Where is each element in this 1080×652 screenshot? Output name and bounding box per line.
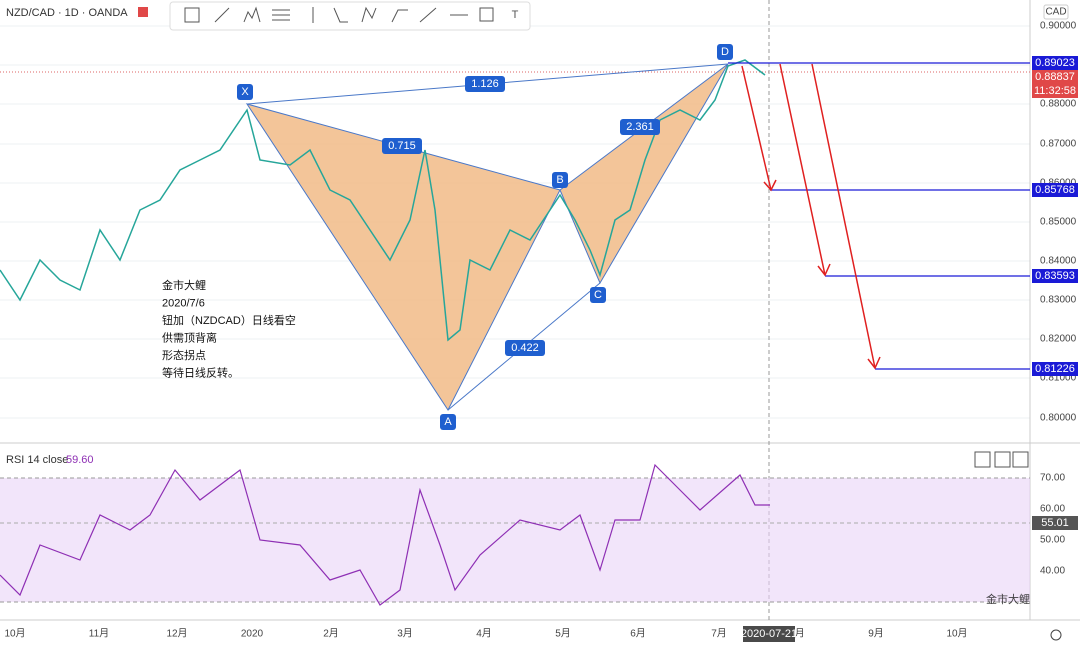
- time-label: 9月: [868, 628, 884, 640]
- arrows: [741, 63, 881, 370]
- pane-buttons[interactable]: [974, 451, 1029, 468]
- text-tool[interactable]: T: [512, 9, 519, 21]
- time-label: 6月: [630, 628, 646, 640]
- annotation-line: 钮加（NZDCAD）日线看空: [162, 313, 296, 327]
- rsi-label: 50.00: [1040, 535, 1065, 546]
- pattern-ratio-box: [465, 76, 505, 92]
- time-label: 2月: [323, 628, 339, 640]
- pattern-point-box: [237, 84, 253, 100]
- price-marker: 0.85768: [1035, 184, 1075, 196]
- time-label: 12月: [166, 628, 187, 640]
- pattern-point: D: [721, 46, 729, 58]
- time-cursor: 2020-07-21: [741, 628, 797, 640]
- rsi-label: 40.00: [1040, 566, 1065, 577]
- price-series: [0, 59, 766, 342]
- toolbar-icons[interactable]: [184, 6, 494, 23]
- time-label: 3月: [397, 628, 413, 640]
- pattern-ratio: 0.422: [511, 342, 539, 354]
- pattern-point: X: [241, 86, 249, 98]
- pattern-ratios: 1.126 0.715 0.422 2.361: [382, 76, 660, 356]
- time-cursor-box: [743, 626, 795, 642]
- symbol: NZD/CAD · 1D · OANDA: [6, 7, 128, 19]
- pattern-point-box: [590, 287, 606, 303]
- price-label: 0.80000: [1040, 413, 1077, 424]
- rsi-axis: 70.00 60.00 50.00 40.00 55.01: [1032, 473, 1078, 577]
- price-marker-box: [1032, 183, 1078, 197]
- pattern-ratio: 2.361: [626, 121, 654, 133]
- time-label: 10月: [946, 628, 967, 640]
- price-label: 0.85000: [1040, 217, 1077, 228]
- pattern-point: C: [594, 289, 602, 301]
- rsi-label: 60.00: [1040, 504, 1065, 515]
- annotation-line: 金市大鲤: [162, 278, 206, 292]
- currency-box: [1043, 4, 1069, 20]
- pattern-point: A: [444, 416, 452, 428]
- rsi-value: 59.60: [66, 454, 94, 466]
- time-label: 4月: [476, 628, 492, 640]
- rsi-series: [0, 463, 770, 606]
- price-marker: 11:32:58: [1034, 85, 1076, 97]
- pattern-ratio: 1.126: [471, 78, 499, 90]
- pattern-point-box: [440, 414, 456, 430]
- time-label: 5月: [555, 628, 571, 640]
- toolbar: [169, 1, 531, 31]
- pattern-ratio-box: [505, 340, 545, 356]
- price-marker: 0.88837: [1035, 71, 1075, 83]
- pattern-points: X A B C D: [237, 44, 733, 430]
- price-marker-box: [1032, 84, 1078, 98]
- price-marker-box: [1032, 56, 1078, 70]
- settings-icon[interactable]: [1050, 629, 1062, 641]
- annotation: 金市大鲤 2020/7/6 钮加（NZDCAD）日线看空供需顶背离形态拐点等待日线反…: [162, 278, 296, 380]
- price-label: 0.83000: [1040, 295, 1077, 306]
- pattern-point: B: [556, 174, 563, 186]
- price-markers: 0.89023 0.88837 11:32:58 0.85768 0.83593 0.81…: [1032, 56, 1078, 376]
- rsi-label: 70.00: [1040, 473, 1065, 484]
- pattern-point-box: [717, 44, 733, 60]
- target-lines: [728, 62, 1030, 370]
- time-axis: 10月 11月 12月 2020 2月 3月 4月 5月 6月 7月 8月 9月 10月2020-07-…: [4, 626, 968, 642]
- watermark: 金市大鲤: [986, 592, 1030, 606]
- pattern-ratio-box: [382, 138, 422, 154]
- time-label: 10月: [4, 628, 25, 640]
- annotation-line: 形态拐点: [162, 348, 206, 362]
- time-label: 2020: [241, 629, 264, 640]
- pattern-point-box: [552, 172, 568, 188]
- price-marker-box: [1032, 269, 1078, 283]
- price-label: 0.84000: [1040, 256, 1077, 267]
- rsi-marker-box: [1032, 516, 1078, 530]
- time-label: 7月: [711, 628, 727, 640]
- price-label: 0.87000: [1040, 139, 1077, 150]
- price-marker: 0.89023: [1035, 57, 1075, 69]
- flag[interactable]: [138, 7, 148, 17]
- price-label: 0.90000: [1040, 21, 1077, 32]
- currency: CAD: [1045, 7, 1066, 18]
- price-label: 0.82000: [1040, 334, 1077, 345]
- price-label: 0.81000: [1040, 373, 1077, 384]
- pattern-ratio: 0.715: [388, 140, 416, 152]
- rsi-band: [0, 478, 1030, 602]
- price-marker-box: [1032, 70, 1078, 84]
- price-marker: 0.83593: [1035, 270, 1075, 282]
- price-marker: 0.81226: [1035, 363, 1075, 375]
- price-label: 0.88000: [1040, 99, 1077, 110]
- annotation-line: 供需顶背离: [162, 330, 217, 344]
- rsi-marker: 55.01: [1041, 517, 1069, 529]
- time-label: 11月: [89, 628, 109, 640]
- annotation-line: 等待日线反转。: [162, 365, 239, 379]
- pattern-ratio-box: [620, 119, 660, 135]
- annotation-line: 2020/7/6: [162, 297, 205, 309]
- price-marker-box: [1032, 362, 1078, 376]
- rsi-title: RSI 14 close: [6, 454, 68, 466]
